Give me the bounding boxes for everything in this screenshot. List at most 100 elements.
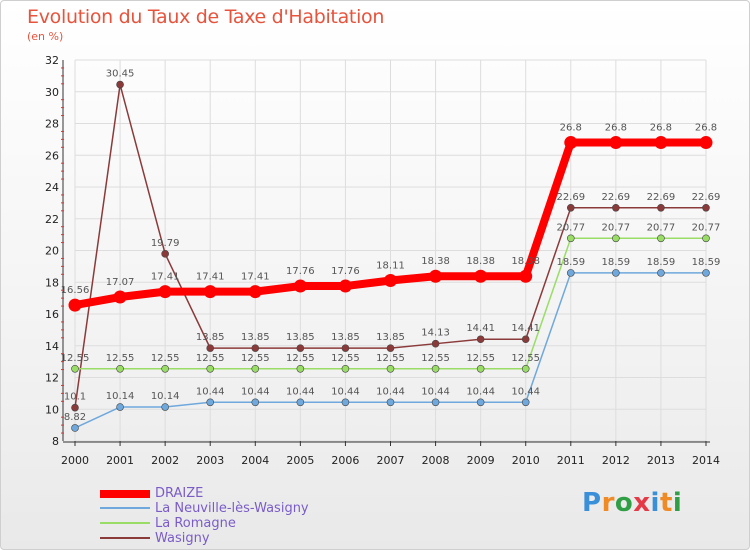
data-label: 19.79: [151, 238, 180, 249]
data-point: [521, 398, 530, 407]
data-point: [566, 269, 575, 277]
data-label: 20.77: [647, 222, 676, 233]
data-point: [206, 398, 215, 407]
data-label: 18.59: [692, 257, 721, 268]
data-label: 30.45: [106, 69, 135, 80]
data-point: [71, 364, 79, 373]
data-label: 10.14: [106, 391, 135, 402]
data-label: 18.59: [647, 257, 676, 268]
x-tick-label: 2013: [647, 454, 675, 467]
data-label: 12.55: [106, 353, 135, 364]
y-tick-label: 32: [45, 54, 59, 67]
data-point: [566, 234, 575, 243]
data-point: [341, 364, 350, 373]
x-tick-label: 2012: [602, 454, 630, 467]
data-point: [431, 339, 440, 348]
y-tick-label: 12: [45, 372, 59, 385]
data-point: [474, 269, 488, 283]
data-point: [206, 364, 215, 373]
data-label: 13.85: [286, 332, 315, 343]
data-labels: 16.56 17.07 17.41 17.41 17.41 17.76 17.76 18.11…: [61, 69, 721, 423]
data-label: 22.69: [692, 192, 721, 203]
data-label: 12.55: [61, 353, 90, 364]
data-label: 10.14: [151, 391, 180, 402]
data-point: [296, 344, 305, 352]
data-label: 12.55: [241, 353, 270, 364]
legend-label: La Romagne: [155, 516, 236, 531]
data-point: [116, 80, 124, 89]
data-point: [476, 398, 485, 407]
legend-swatch: [100, 537, 150, 539]
grid: [74, 59, 707, 442]
x-tick-label: 2011: [557, 454, 585, 467]
axes: 8 10 12 14 16 18 20 22 24 26 28 30 32 2000 2001 2002 200…: [45, 54, 720, 467]
data-point: [116, 364, 124, 373]
data-point: [296, 364, 305, 373]
x-tick-label: 2005: [286, 454, 314, 467]
data-label: 26.8: [650, 123, 672, 134]
data-point: [476, 364, 485, 373]
data-label: 18.38: [511, 256, 540, 267]
data-label: 13.85: [376, 332, 405, 343]
data-point: [116, 403, 124, 411]
data-point: [341, 344, 350, 352]
data-point: [657, 203, 665, 212]
x-tick-label: 2007: [377, 454, 405, 467]
data-point: [521, 335, 530, 344]
legend-label: Wasigny: [155, 531, 210, 546]
data-point: [699, 136, 713, 150]
data-point: [338, 279, 352, 293]
data-label: 13.85: [241, 332, 270, 343]
y-tick-label: 16: [45, 308, 59, 321]
data-point: [657, 269, 665, 277]
data-label: 17.76: [286, 266, 315, 277]
data-label: 12.55: [466, 353, 495, 364]
data-point: [654, 136, 668, 150]
x-tick-label: 2008: [422, 454, 450, 467]
data-point: [113, 290, 127, 304]
data-point: [702, 269, 710, 277]
y-axis-unit: (en %): [27, 30, 64, 43]
x-tick-label: 2002: [151, 454, 179, 467]
data-label: 8.82: [64, 412, 86, 423]
legend-swatch: [100, 522, 150, 524]
data-point: [71, 403, 79, 412]
legend-label: La Neuville-lès-Wasigny: [155, 501, 309, 516]
data-point: [68, 298, 82, 312]
x-tick-label: 2006: [331, 454, 359, 467]
data-point: [293, 279, 307, 293]
data-label: 10.44: [286, 386, 315, 397]
data-point: [612, 203, 620, 212]
data-point: [431, 398, 440, 407]
data-label: 17.41: [151, 272, 180, 283]
y-tick-label: 26: [45, 149, 59, 162]
data-point: [609, 136, 623, 150]
data-label: 10.44: [511, 386, 540, 397]
data-label: 18.38: [466, 256, 495, 267]
data-point: [161, 250, 169, 258]
data-point: [251, 344, 260, 352]
data-point: [564, 136, 578, 150]
x-tick-label: 2009: [467, 454, 495, 467]
y-tick-label: 8: [52, 435, 59, 448]
data-label: 17.41: [241, 272, 270, 283]
legend-label: DRAIZE: [155, 486, 204, 501]
data-label: 18.11: [376, 261, 405, 272]
data-point: [431, 364, 440, 373]
data-point: [429, 269, 443, 283]
x-tick-label: 2004: [241, 454, 269, 467]
y-tick-label: 14: [45, 340, 59, 353]
data-label: 13.85: [196, 332, 225, 343]
data-label: 12.55: [331, 353, 360, 364]
data-label: 26.8: [560, 123, 582, 134]
data-point: [251, 398, 260, 407]
data-label: 12.55: [151, 353, 180, 364]
data-label: 10.44: [466, 386, 495, 397]
data-point: [248, 285, 262, 299]
data-point: [384, 274, 397, 288]
data-label: 10.44: [376, 386, 405, 397]
y-tick-label: 24: [45, 181, 59, 194]
data-label: 20.77: [602, 222, 631, 233]
y-tick-label: 20: [45, 245, 59, 258]
